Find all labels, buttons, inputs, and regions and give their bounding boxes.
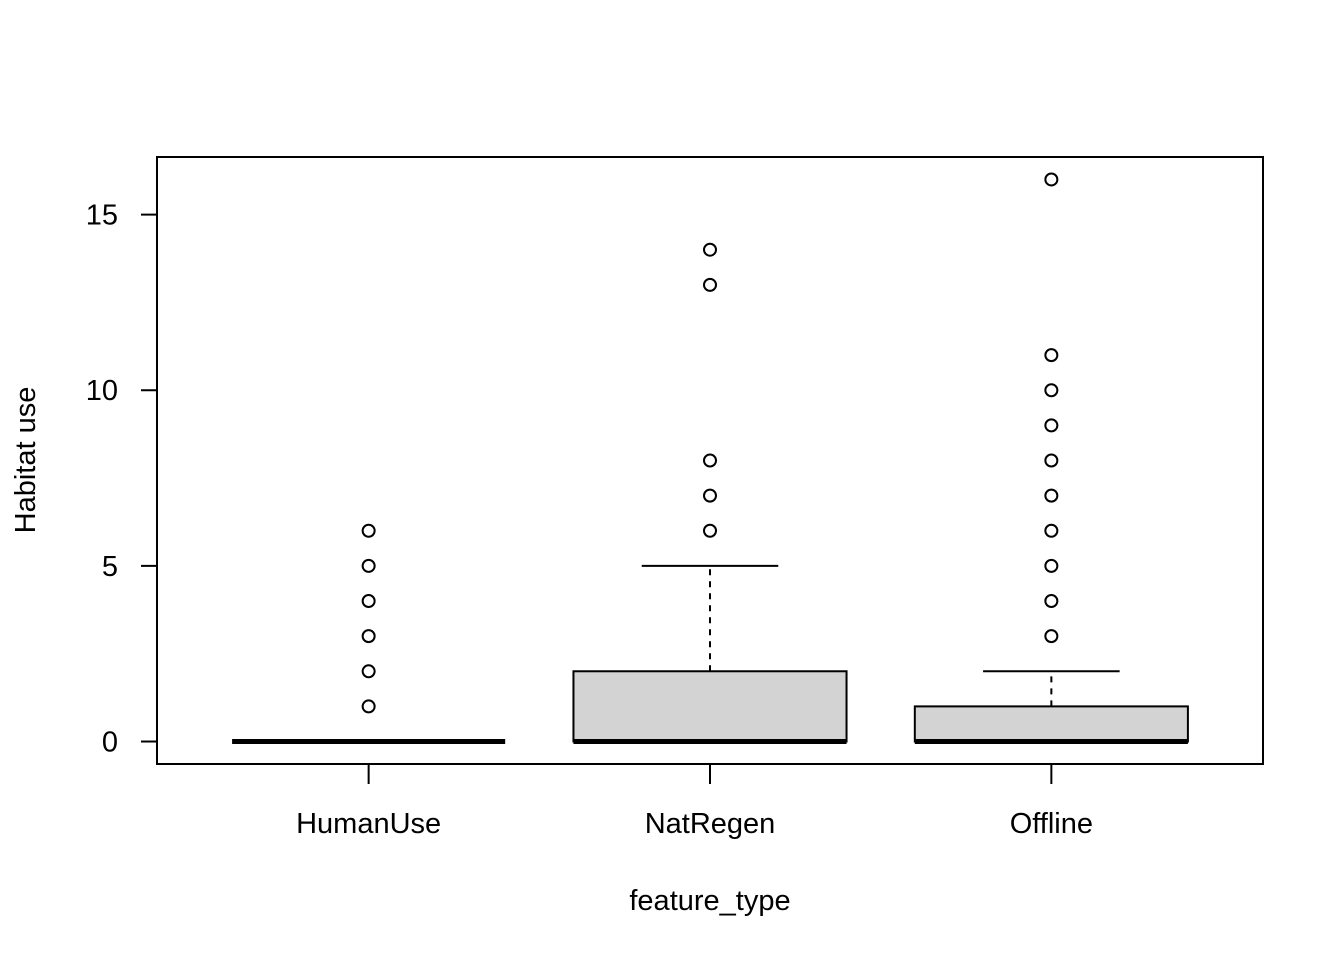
outlier-point <box>703 277 717 292</box>
y-axis-title: Habitat use <box>10 387 42 534</box>
outlier-point <box>703 488 717 503</box>
outlier-point <box>1044 418 1059 433</box>
outlier-point <box>703 523 717 538</box>
x-tick-label: HumanUse <box>296 808 441 840</box>
y-tick-label: 15 <box>86 200 118 232</box>
outlier-point <box>361 594 376 609</box>
outlier-point <box>1044 488 1059 503</box>
outlier-point <box>1044 558 1059 573</box>
box-iqr <box>572 670 848 743</box>
outlier-point <box>361 664 376 679</box>
outlier-point <box>1044 172 1059 187</box>
outlier-point <box>361 699 376 714</box>
outlier-point <box>361 629 376 644</box>
outlier-point <box>1044 629 1059 644</box>
outlier-point <box>1044 348 1059 363</box>
outlier-point <box>361 523 376 538</box>
outlier-point <box>361 558 376 573</box>
outlier-point <box>1044 383 1059 398</box>
y-tick-label: 10 <box>86 375 118 407</box>
y-tick-label: 5 <box>102 551 118 583</box>
box-iqr <box>913 705 1189 743</box>
outlier-point <box>1044 453 1059 468</box>
outlier-point <box>703 453 717 468</box>
x-tick-label: Offline <box>1010 808 1093 840</box>
x-axis-title: feature_type <box>629 885 790 917</box>
box-HumanUse <box>232 523 506 745</box>
box-Offline <box>913 172 1189 745</box>
outlier-point <box>1044 523 1059 538</box>
outlier-point <box>1044 594 1059 609</box>
box-NatRegen <box>572 242 848 745</box>
y-tick-label: 0 <box>102 727 118 759</box>
outlier-point <box>703 242 717 257</box>
x-tick-label: NatRegen <box>645 808 776 840</box>
